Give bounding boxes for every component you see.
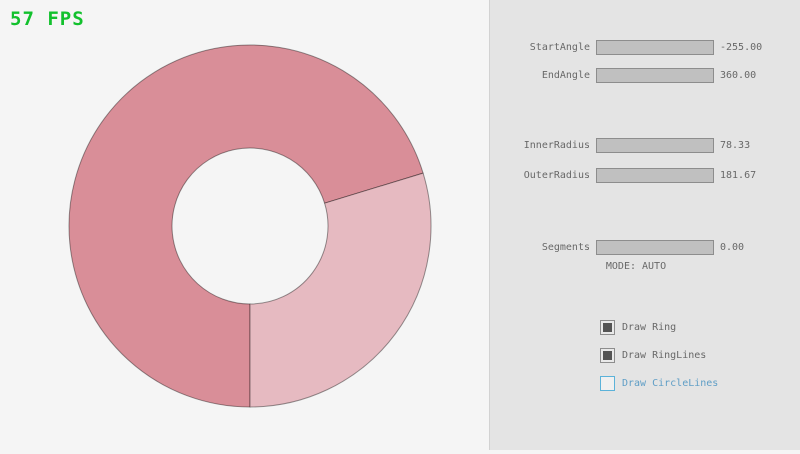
- slider-row-outerradius: OuterRadius 181.67: [490, 168, 800, 183]
- slider-row-endangle: EndAngle 360.00: [490, 68, 800, 83]
- control-panel: StartAngle -255.00 EndAngle 360.00 Inner…: [489, 0, 800, 450]
- slider-row-segments: Segments 0.00: [490, 240, 800, 255]
- checkbox-box-draw-ringlines[interactable]: [600, 348, 615, 363]
- slider-row-innerradius: InnerRadius 78.33: [490, 138, 800, 153]
- checkbox-draw-ringlines[interactable]: Draw RingLines: [600, 348, 706, 363]
- checkbox-draw-circlelines[interactable]: Draw CircleLines: [600, 376, 718, 391]
- slider-label-innerradius: InnerRadius: [523, 140, 590, 151]
- slider-label-startangle: StartAngle: [529, 42, 590, 53]
- checkbox-label-draw-ring: Draw Ring: [622, 322, 677, 333]
- slider-value-endangle: 360.00: [720, 70, 757, 81]
- checkbox-draw-ring[interactable]: Draw Ring: [600, 320, 676, 335]
- slider-value-innerradius: 78.33: [720, 140, 751, 151]
- checkbox-label-draw-circlelines: Draw CircleLines: [622, 378, 719, 389]
- ring-chart: [68, 44, 432, 408]
- fps-counter: 57 FPS: [10, 8, 85, 30]
- slider-label-segments: Segments: [541, 242, 590, 253]
- slider-endangle[interactable]: [596, 68, 714, 83]
- slider-value-segments: 0.00: [720, 242, 745, 253]
- slider-startangle[interactable]: [596, 40, 714, 55]
- slider-row-startangle: StartAngle -255.00: [490, 40, 800, 55]
- checkbox-box-draw-ring[interactable]: [600, 320, 615, 335]
- mode-label: MODE: AUTO: [605, 261, 667, 272]
- ring-light-segment: [249, 172, 432, 408]
- slider-label-endangle: EndAngle: [541, 70, 590, 81]
- slider-innerradius[interactable]: [596, 138, 714, 153]
- slider-value-startangle: -255.00: [720, 42, 763, 53]
- checkbox-label-draw-ringlines: Draw RingLines: [622, 350, 707, 361]
- slider-segments[interactable]: [596, 240, 714, 255]
- ring-dark-segment: [68, 44, 424, 408]
- ring-canvas: [68, 44, 432, 408]
- checkbox-box-draw-circlelines[interactable]: [600, 376, 615, 391]
- slider-label-outerradius: OuterRadius: [523, 170, 590, 181]
- slider-value-outerradius: 181.67: [720, 170, 757, 181]
- slider-outerradius[interactable]: [596, 168, 714, 183]
